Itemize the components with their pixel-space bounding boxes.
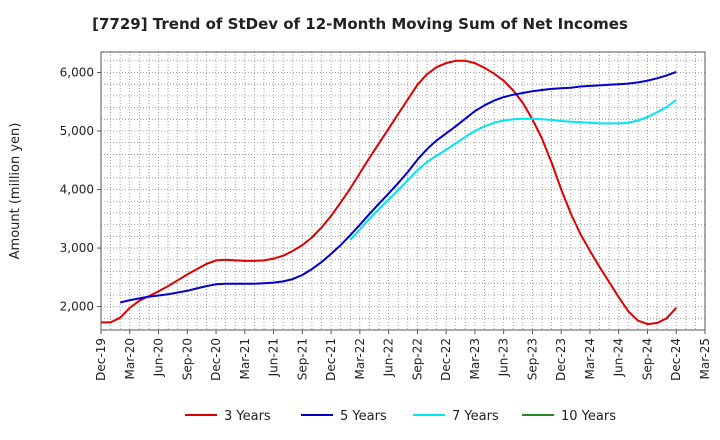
series-layer [101,59,677,326]
y-axis-title: Amount (million yen) [8,123,23,260]
x-tick-label: Mar-21 [238,338,252,379]
chart-title: [7729] Trend of StDev of 12-Month Moving… [92,15,628,33]
y-tick-label: 3,000 [60,241,94,255]
x-tick-label: Sep-23 [525,338,539,380]
legend-label: 7 Years [452,409,499,424]
x-tick-label: Dec-20 [209,338,223,381]
plot-frame [100,51,706,331]
x-tick-label: Jun-20 [152,338,166,377]
x-tick-label: Mar-22 [353,338,367,379]
x-tick-label: Jun-24 [612,338,626,377]
legend-label: 10 Years [561,409,616,424]
x-tick-label: Sep-24 [640,338,654,380]
x-tick-label: Dec-19 [94,338,108,381]
x-tick-label: Mar-20 [123,338,137,379]
x-tick-label: Dec-24 [669,338,683,381]
x-tick-label: Sep-20 [180,338,194,380]
x-tick-label: Dec-21 [324,338,338,381]
legend-label: 5 Years [340,409,387,424]
y-tick-labels: 2,000 3,000 4,000 5,000 6,000 [60,65,101,314]
legend: 3 Years 5 Years 7 Years 10 Years [185,409,616,424]
x-tick-label: Dec-23 [554,338,568,381]
y-tick-label: 2,000 [60,300,94,314]
x-tick-label: Mar-24 [583,338,597,379]
x-tick-label: Mar-23 [468,338,482,379]
x-tick-label: Mar-25 [698,338,712,379]
x-tick-label: Jun-22 [382,338,396,377]
series-line-5-years [119,70,677,304]
x-tick-label: Sep-22 [410,338,424,380]
y-tick-label: 6,000 [60,65,94,79]
series-line-3-years [101,59,677,326]
x-tick-labels: Dec-19 Mar-20 Jun-20 Sep-20 Dec-20 Mar-21 Jun-… [94,330,712,381]
grid-layer [100,52,706,330]
y-tick-label: 4,000 [60,183,94,197]
legend-label: 3 Years [224,409,271,424]
x-tick-label: Jun-21 [267,338,281,377]
x-tick-label: Sep-21 [295,338,309,380]
series-line-7-years [349,99,677,241]
x-tick-label: Jun-23 [497,338,511,377]
x-tick-label: Dec-22 [439,338,453,381]
y-tick-label: 5,000 [60,124,94,138]
